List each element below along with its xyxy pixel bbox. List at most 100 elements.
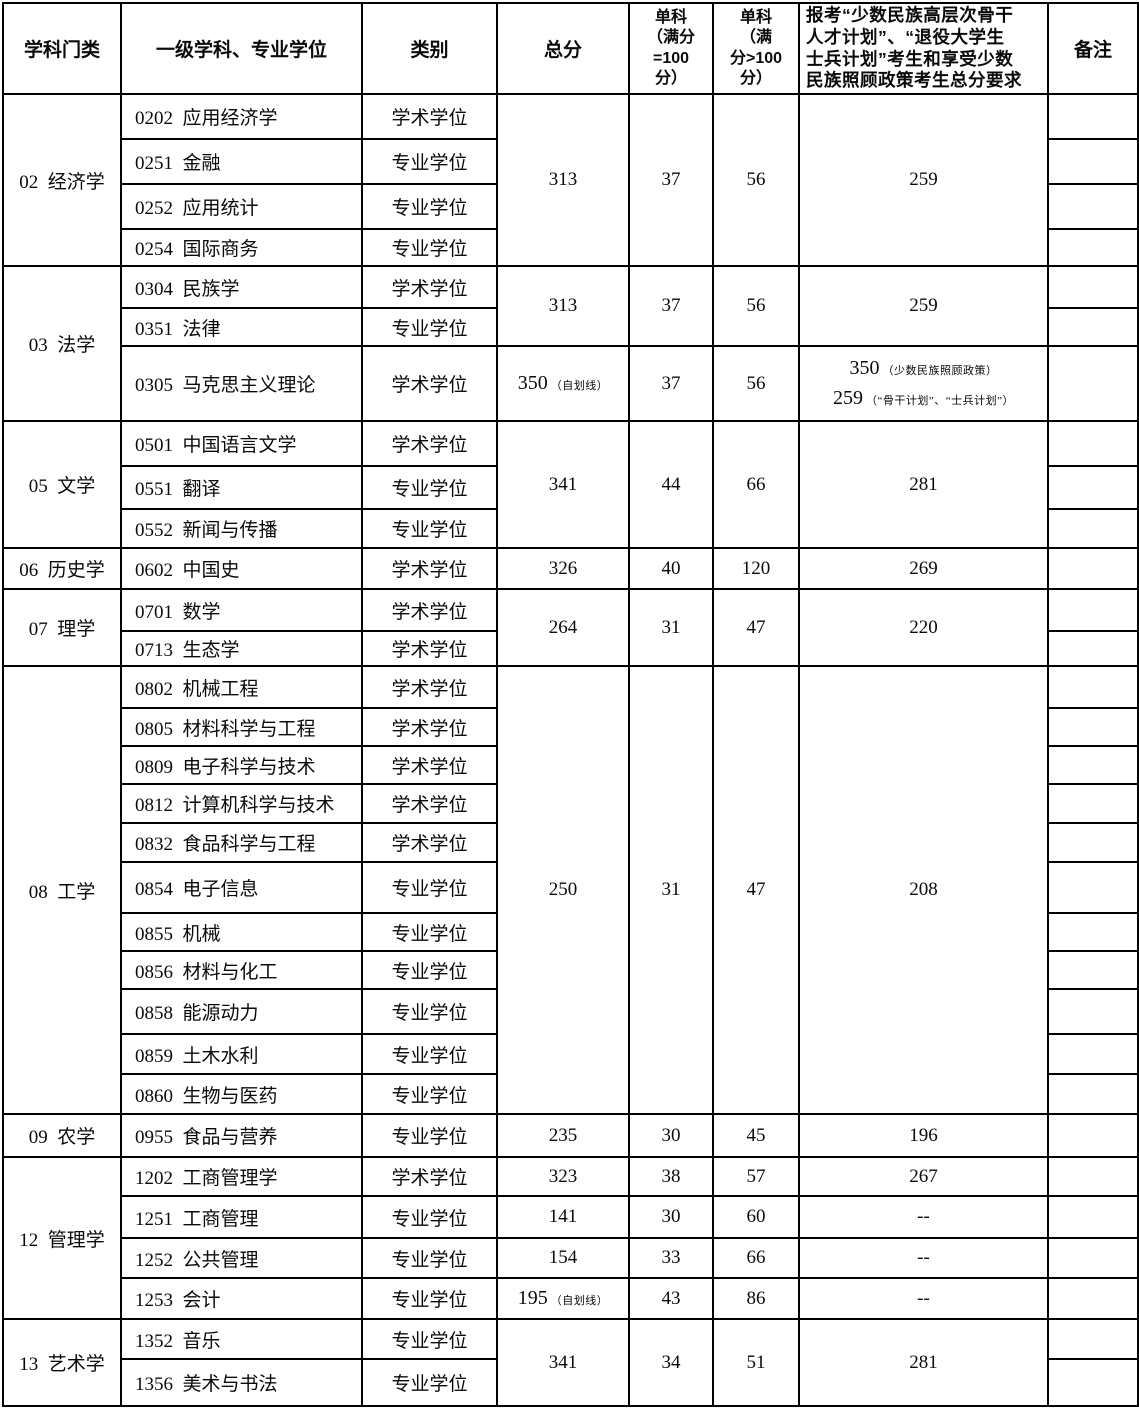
table-row: 1251 工商管理 专业学位 141 30 60 --	[3, 1195, 1139, 1239]
policy-score-line: 350 （少数民族照顾政策）	[801, 356, 1046, 381]
cell-discipline: 0251 金融	[120, 138, 363, 185]
cell-degree-type: 专业学位	[361, 1195, 498, 1239]
cell-remark	[1047, 1195, 1139, 1239]
table-row: 06 历史学 0602 中国史 学术学位 326 40 120 269	[2, 547, 1139, 590]
cell-degree-type: 专业学位	[361, 1277, 498, 1320]
cell-single-subject-100: 30	[628, 1195, 714, 1239]
cell-minority-policy-score: --	[798, 1195, 1049, 1239]
cell-minority-policy-score: 259	[798, 265, 1049, 347]
cell-subject-category: 08 工学	[2, 665, 122, 1115]
cell-degree-type: 学术学位	[361, 665, 498, 709]
cell-remark	[1047, 912, 1139, 952]
cell-discipline: 0859 土木水利	[120, 1033, 363, 1075]
cell-single-subject-over-100: 57	[712, 1156, 800, 1197]
cell-total-score: 195 （自划线）	[496, 1277, 630, 1320]
cell-single-subject-100: 34	[628, 1318, 714, 1407]
cell-total-score: 154	[496, 1237, 630, 1279]
cell-degree-type: 专业学位	[361, 1033, 498, 1075]
score-note: （“骨干计划”、“士兵计划”）	[865, 395, 1015, 407]
cell-total-score: 326	[496, 547, 630, 590]
cell-discipline: 1253 会计	[120, 1277, 363, 1320]
cell-degree-type: 学术学位	[361, 783, 498, 824]
cell-discipline: 0832 食品科学与工程	[120, 822, 363, 863]
cell-degree-type: 学术学位	[361, 345, 498, 422]
cell-degree-type: 学术学位	[361, 420, 498, 467]
cell-degree-type: 学术学位	[361, 265, 498, 309]
table-row: 0856 材料与化工 专业学位	[3, 950, 1139, 990]
cell-minority-policy-score: 196	[798, 1113, 1049, 1158]
table-row: 05 文学 0501 中国语言文学 学术学位 341 44 66 281	[2, 420, 1139, 549]
cell-degree-type: 学术学位	[361, 630, 498, 667]
cell-discipline: 0955 食品与营养	[120, 1113, 363, 1158]
cell-minority-policy-score: --	[798, 1277, 1049, 1320]
cell-remark	[1047, 707, 1139, 747]
cell-remark	[1047, 307, 1139, 347]
table-row: 13 艺术学 1352 音乐 专业学位 341 34 51 281	[2, 1318, 1139, 1407]
score-note: （自划线）	[550, 1295, 609, 1307]
cell-remark	[1047, 630, 1139, 667]
table-row: 03 法学 0304 民族学 学术学位 313 37 56 259	[2, 265, 1139, 422]
cell-degree-type: 专业学位	[361, 307, 498, 347]
cell-remark	[1047, 465, 1139, 510]
cell-remark	[1047, 420, 1139, 467]
cell-discipline: 1352 音乐	[120, 1318, 363, 1360]
cell-remark	[1047, 508, 1139, 549]
table-row: 0859 土木水利 专业学位	[3, 1033, 1139, 1075]
table-row: 02 经济学 0202 应用经济学 学术学位 313 37 56 259	[2, 93, 1139, 267]
cell-minority-policy-score: 281	[798, 1318, 1049, 1407]
table-row: 0855 机械 专业学位	[3, 912, 1139, 952]
cell-remark	[1047, 1073, 1139, 1115]
cell-degree-type: 学术学位	[361, 547, 498, 590]
table-row: 0858 能源动力 专业学位	[3, 988, 1139, 1035]
table-row: 0552 新闻与传播 专业学位	[3, 508, 1139, 549]
cell-single-subject-over-100: 47	[712, 665, 800, 1115]
table-row: 0860 生物与医药 专业学位	[3, 1073, 1139, 1115]
cell-discipline: 0501 中国语言文学	[120, 420, 363, 467]
cell-remark	[1047, 228, 1139, 267]
cell-discipline: 0351 法律	[120, 307, 363, 347]
cell-discipline: 0305 马克思主义理论	[120, 345, 363, 422]
cell-discipline: 0701 数学	[120, 588, 363, 632]
cell-discipline: 0856 材料与化工	[120, 950, 363, 990]
score-value: 350	[849, 357, 880, 379]
table-row: 0832 食品科学与工程 学术学位	[3, 822, 1139, 863]
cell-minority-policy-score: 350 （少数民族照顾政策） 259 （“骨干计划”、“士兵计划”）	[798, 345, 1049, 422]
cell-single-subject-100: 38	[628, 1156, 714, 1197]
cell-degree-type: 专业学位	[361, 988, 498, 1035]
cell-total-score: 141	[496, 1195, 630, 1239]
header-subject-category: 学科门类	[2, 2, 122, 95]
cell-total-score: 341	[496, 420, 630, 549]
cell-single-subject-100: 43	[628, 1277, 714, 1320]
header-single-subject-100: 单科 （满分 =100 分）	[628, 2, 714, 95]
table-row: 0254 国际商务 专业学位	[3, 228, 1139, 267]
cell-total-score: 313	[496, 93, 630, 267]
cell-total-score: 341	[496, 1318, 630, 1407]
cell-remark	[1047, 1237, 1139, 1279]
table-row: 0809 电子科学与技术 学术学位	[3, 745, 1139, 785]
cell-discipline: 1356 美术与书法	[120, 1358, 363, 1407]
cell-total-score: 323	[496, 1156, 630, 1197]
cell-single-subject-100: 44	[628, 420, 714, 549]
cell-minority-policy-score: 281	[798, 420, 1049, 549]
header-remark: 备注	[1047, 2, 1139, 95]
cell-discipline: 0805 材料科学与工程	[120, 707, 363, 747]
cell-remark	[1047, 822, 1139, 863]
cell-total-score: 264	[496, 588, 630, 667]
cell-discipline: 0602 中国史	[120, 547, 363, 590]
cell-remark	[1047, 1113, 1139, 1158]
cell-degree-type: 专业学位	[361, 861, 498, 914]
table-row: 1253 会计 专业学位 195 （自划线） 43 86 --	[3, 1277, 1139, 1320]
table-row: 09 农学 0955 食品与营养 专业学位 235 30 45 196	[2, 1113, 1139, 1158]
cell-single-subject-over-100: 47	[712, 588, 800, 667]
cell-remark	[1047, 665, 1139, 709]
cell-minority-policy-score: 208	[798, 665, 1049, 1115]
cell-degree-type: 学术学位	[361, 588, 498, 632]
cell-minority-policy-score: 269	[798, 547, 1049, 590]
cell-subject-category: 13 艺术学	[2, 1318, 122, 1407]
score-note: （自划线）	[550, 380, 609, 392]
cell-discipline: 0802 机械工程	[120, 665, 363, 709]
cell-remark	[1047, 588, 1139, 632]
header-total-score: 总分	[496, 2, 630, 95]
